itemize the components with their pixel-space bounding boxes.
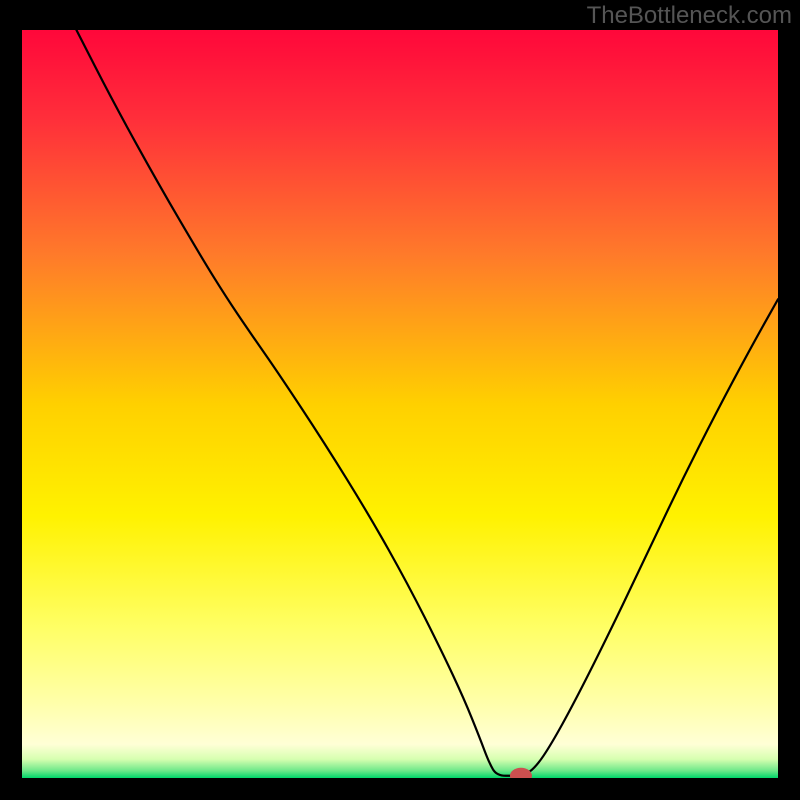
bottleneck-chart bbox=[22, 30, 778, 778]
attribution-text: TheBottleneck.com bbox=[587, 2, 792, 30]
chart-frame: TheBottleneck.com bbox=[0, 0, 800, 800]
